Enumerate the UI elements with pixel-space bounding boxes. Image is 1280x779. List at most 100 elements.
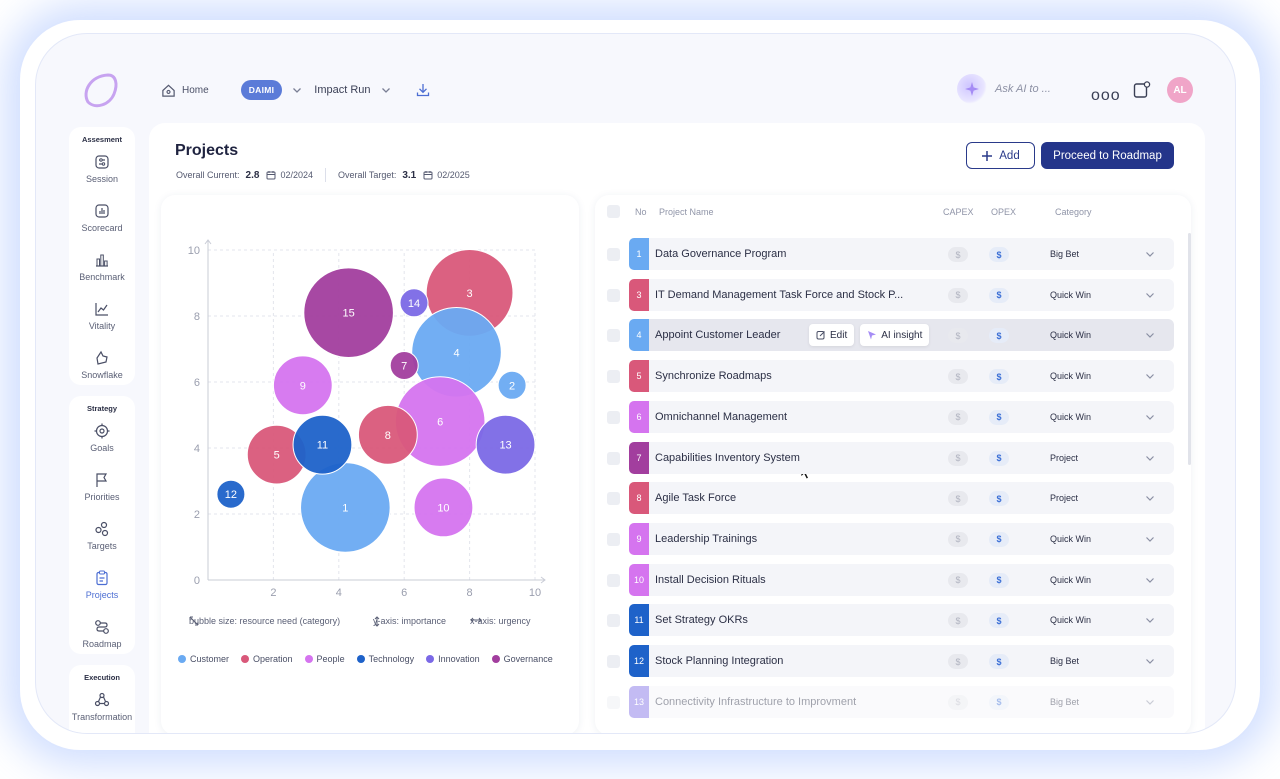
legend-item[interactable]: Technology <box>356 654 414 664</box>
sidebar-item-transformation[interactable]: Transformation <box>69 682 135 731</box>
edit-button[interactable]: Edit <box>809 324 855 347</box>
sidebar-item-vitality[interactable]: Vitality <box>69 291 135 340</box>
capex-badge[interactable]: $ <box>948 613 968 629</box>
table-row[interactable]: 4 Appoint Customer Leader Edit AI insight… <box>607 319 1174 480</box>
bubble-7[interactable] <box>389 351 419 380</box>
chevron-down-icon[interactable] <box>381 85 391 95</box>
opex-badge[interactable]: $ <box>989 694 1009 710</box>
capex-badge[interactable]: $ <box>948 531 968 547</box>
notification-icon[interactable] <box>1132 80 1152 100</box>
chevron-down-icon[interactable] <box>1145 615 1155 625</box>
table-row[interactable]: 13 Connectivity Infrastructure to Improvm… <box>607 685 1174 718</box>
table-row[interactable]: 6 Omnichannel Management $ $ Quick Win <box>607 400 1174 433</box>
more-options-icon[interactable]: ooo <box>1091 87 1121 104</box>
chevron-down-icon[interactable] <box>1145 697 1155 707</box>
sidebar-item-snowflake[interactable]: Snowflake <box>69 340 135 389</box>
opex-badge[interactable]: $ <box>989 287 1009 303</box>
home-link[interactable]: Home <box>161 83 209 98</box>
capex-badge[interactable]: $ <box>948 491 968 507</box>
chevron-down-icon[interactable] <box>1145 249 1155 259</box>
row-checkbox[interactable] <box>607 288 620 302</box>
bubble-12[interactable] <box>216 479 246 509</box>
legend-item[interactable]: Operation <box>241 654 293 664</box>
chevron-down-icon[interactable] <box>1145 330 1155 340</box>
table-row[interactable]: 5 Synchronize Roadmaps $ $ Quick Win <box>607 360 1174 393</box>
chevron-down-icon[interactable] <box>1145 656 1155 666</box>
table-row[interactable]: 3 IT Demand Management Task Force and Sto… <box>607 278 1174 311</box>
bubble-10[interactable] <box>413 477 474 538</box>
opex-badge[interactable]: $ <box>989 409 1009 425</box>
row-checkbox[interactable] <box>607 532 620 546</box>
table-row[interactable]: 1 Data Governance Program $ $ Big Bet <box>607 238 1174 270</box>
row-checkbox[interactable] <box>607 451 620 465</box>
ask-ai-input[interactable]: Ask AI to ... <box>957 74 1051 104</box>
workspace-badge[interactable]: DAIMI <box>240 80 283 100</box>
bubble-2[interactable] <box>497 370 527 400</box>
sidebar-item-scorecard[interactable]: Scorecard <box>69 193 135 242</box>
capex-badge[interactable]: $ <box>948 287 968 303</box>
chevron-down-icon[interactable] <box>292 85 302 95</box>
table-row[interactable]: 7 Capabilities Inventory System $ $ Project <box>607 441 1174 474</box>
opex-badge[interactable]: $ <box>989 613 1009 629</box>
opex-badge[interactable]: $ <box>989 654 1009 669</box>
download-icon[interactable] <box>415 82 431 98</box>
opex-badge[interactable]: $ <box>989 572 1009 588</box>
chevron-down-icon[interactable] <box>1145 493 1155 503</box>
legend-item[interactable]: People <box>304 654 345 664</box>
sidebar-item-session[interactable]: Session <box>69 144 135 193</box>
sidebar-item-projects[interactable]: Projects <box>69 560 135 609</box>
opex-badge[interactable]: $ <box>989 491 1009 507</box>
row-checkbox[interactable] <box>607 614 620 628</box>
ai-insight-button[interactable]: AI insight <box>860 324 930 347</box>
add-project-button[interactable]: Add <box>966 142 1035 169</box>
capex-badge[interactable]: $ <box>948 572 968 588</box>
sidebar-item-roadmap[interactable]: Roadmap <box>69 609 135 658</box>
table-row[interactable]: 10 Install Decision Rituals $ $ Quick Win <box>607 563 1174 596</box>
opex-badge[interactable]: $ <box>989 328 1009 344</box>
capex-badge[interactable]: $ <box>948 450 968 466</box>
row-checkbox[interactable] <box>607 492 620 506</box>
row-checkbox[interactable] <box>607 695 620 709</box>
chevron-down-icon[interactable] <box>1145 575 1155 585</box>
sidebar-item-priorities[interactable]: Priorities <box>69 462 135 511</box>
sidebar-item-benchmark[interactable]: Benchmark <box>69 242 135 291</box>
capex-badge[interactable]: $ <box>948 694 968 710</box>
capex-badge[interactable]: $ <box>948 247 968 262</box>
chevron-down-icon[interactable] <box>1145 371 1155 381</box>
opex-badge[interactable]: $ <box>989 247 1009 262</box>
proceed-to-roadmap-button[interactable]: Proceed to Roadmap <box>1041 142 1174 169</box>
capex-badge[interactable]: $ <box>948 369 968 385</box>
run-selector[interactable]: Impact Run <box>314 84 371 96</box>
row-checkbox[interactable] <box>607 248 620 261</box>
bubble-13[interactable] <box>475 414 536 475</box>
row-checkbox[interactable] <box>607 410 620 424</box>
sidebar-item-goals[interactable]: Goals <box>69 413 135 462</box>
chevron-down-icon[interactable] <box>1145 290 1155 300</box>
chevron-down-icon[interactable] <box>1145 412 1155 422</box>
capex-badge[interactable]: $ <box>948 409 968 425</box>
sidebar-item-targets[interactable]: Targets <box>69 511 135 560</box>
opex-badge[interactable]: $ <box>989 450 1009 466</box>
bubble-14[interactable] <box>399 288 429 318</box>
bubble-11[interactable] <box>292 414 353 475</box>
capex-badge[interactable]: $ <box>948 654 968 669</box>
table-row[interactable]: 11 Set Strategy OKRs $ $ Quick Win <box>607 604 1174 637</box>
table-scrollbar[interactable] <box>1188 233 1191 465</box>
bubble-15[interactable] <box>303 267 394 358</box>
user-avatar[interactable]: AL <box>1167 77 1193 103</box>
opex-badge[interactable]: $ <box>989 369 1009 385</box>
bubble-8[interactable] <box>357 404 418 465</box>
legend-item[interactable]: Innovation <box>426 654 480 664</box>
legend-item[interactable]: Customer <box>178 654 229 664</box>
row-checkbox[interactable] <box>607 370 620 384</box>
row-checkbox[interactable] <box>607 655 620 668</box>
chevron-down-icon[interactable] <box>1145 534 1155 544</box>
table-row[interactable]: 9 Leadership Trainings $ $ Quick Win <box>607 522 1174 555</box>
table-row[interactable]: 12 Stock Planning Integration $ $ Big Bet <box>607 645 1174 677</box>
bubble-9[interactable] <box>272 355 333 416</box>
legend-item[interactable]: Governance <box>491 654 553 664</box>
table-row[interactable]: 8 Agile Task Force $ $ Project <box>607 482 1174 515</box>
chevron-down-icon[interactable] <box>1145 453 1155 463</box>
row-checkbox[interactable] <box>607 329 620 343</box>
capex-badge[interactable]: $ <box>948 328 968 344</box>
